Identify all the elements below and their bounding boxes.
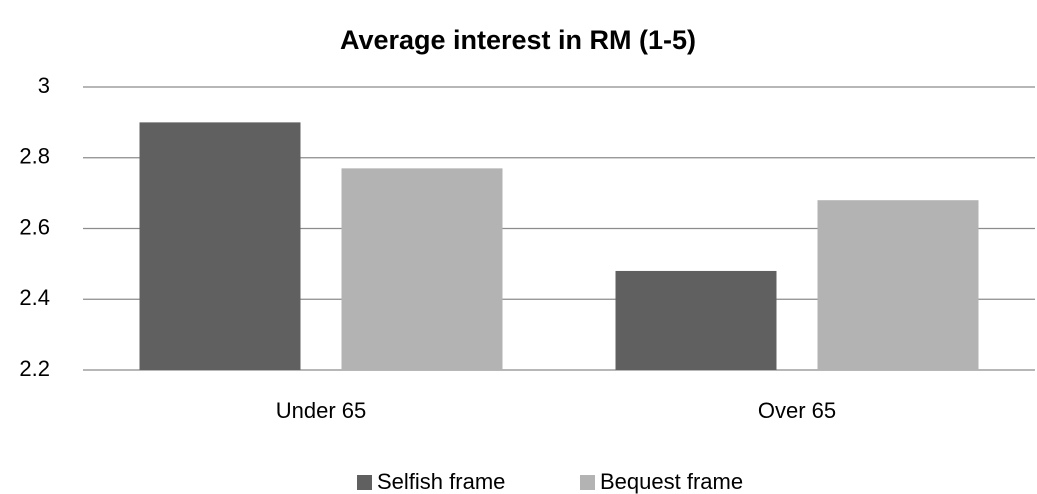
legend-label: Selfish frame <box>377 469 505 494</box>
bar <box>615 270 777 370</box>
chart-title: Average interest in RM (1-5) <box>340 25 696 55</box>
legend-label: Bequest frame <box>600 469 743 494</box>
y-tick-label: 2.2 <box>19 356 50 381</box>
y-tick-label: 2.8 <box>19 144 50 169</box>
y-tick-label: 3 <box>38 73 50 98</box>
y-tick-label: 2.6 <box>19 214 50 239</box>
x-tick-label: Over 65 <box>758 398 836 423</box>
x-tick-label: Under 65 <box>276 398 367 423</box>
legend-swatch <box>357 475 372 490</box>
y-tick-label: 2.4 <box>19 285 50 310</box>
legend-swatch <box>580 475 595 490</box>
bar <box>341 168 503 370</box>
bar <box>139 122 301 370</box>
bar <box>817 200 979 370</box>
